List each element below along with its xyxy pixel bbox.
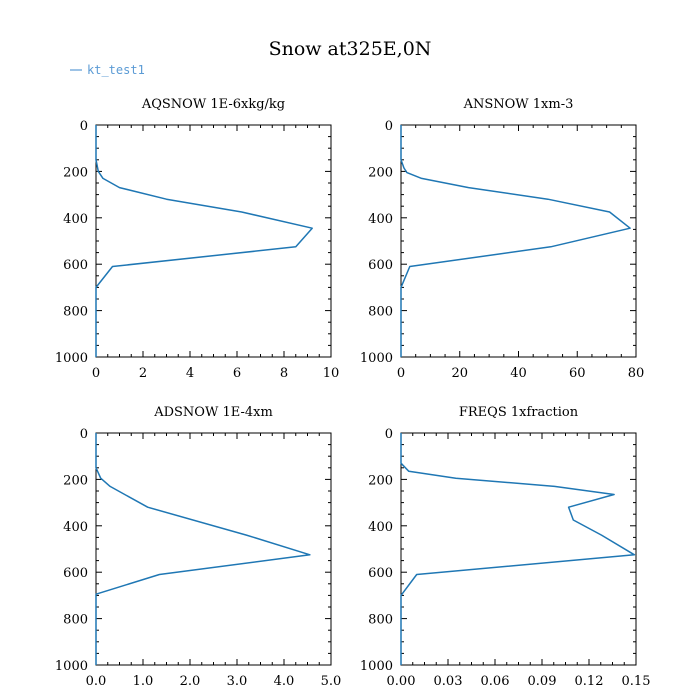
adsnow-xtick-label: 0.0 xyxy=(86,674,107,689)
ansnow-series-line-0 xyxy=(400,125,631,357)
legend: kt_test1 xyxy=(70,63,145,77)
freqs-ytick-label: 200 xyxy=(368,473,393,488)
freqs-ytick-label: 800 xyxy=(368,613,393,628)
adsnow-ytick-label: 0 xyxy=(80,427,88,442)
aqsnow-ytick-label: 200 xyxy=(63,165,88,180)
aqsnow-title: AQSNOW 1E-6xkg/kg xyxy=(141,97,285,112)
freqs-xtick-label: 0.06 xyxy=(481,674,510,689)
freqs-title: FREQS 1xfraction xyxy=(459,405,579,420)
ansnow-xtick-label: 80 xyxy=(628,366,645,381)
freqs-xtick-label: 0.09 xyxy=(528,674,557,689)
aqsnow-ytick-label: 0 xyxy=(80,119,88,134)
adsnow-axes-frame xyxy=(95,432,332,666)
freqs-series-line-0 xyxy=(400,433,636,665)
adsnow-xtick-label: 3.0 xyxy=(227,674,248,689)
freqs-ytick-label: 0 xyxy=(385,427,393,442)
adsnow-xtick-label: 2.0 xyxy=(180,674,201,689)
adsnow-series-line-0 xyxy=(95,433,311,665)
ansnow-xtick-label: 40 xyxy=(510,366,527,381)
freqs-xtick-label: 0.15 xyxy=(622,674,651,689)
freqs-xtick-label: 0.03 xyxy=(434,674,463,689)
adsnow-ytick-label: 1000 xyxy=(55,659,88,674)
adsnow-ytick-label: 800 xyxy=(63,613,88,628)
aqsnow-ytick-label: 400 xyxy=(63,212,88,227)
ansnow-ytick-label: 800 xyxy=(368,305,393,320)
freqs-axes-frame xyxy=(400,432,637,666)
aqsnow-xtick-label: 10 xyxy=(323,366,340,381)
freqs-ytick-label: 400 xyxy=(368,520,393,535)
adsnow-title: ADSNOW 1E-4xm xyxy=(153,405,273,420)
ansnow-xtick-label: 60 xyxy=(569,366,586,381)
panel-adsnow: ADSNOW 1E-4xm 0.0 1.0 2.0 3.0 4.0 5.0 0 200 400 60… xyxy=(55,405,341,689)
freqs-xtick-label: 0.12 xyxy=(575,674,604,689)
aqsnow-xtick-label: 2 xyxy=(139,366,147,381)
adsnow-xtick-label: 1.0 xyxy=(133,674,154,689)
ansnow-ytick-label: 1000 xyxy=(360,351,393,366)
legend-label: kt_test1 xyxy=(87,63,145,77)
aqsnow-ytick-label: 800 xyxy=(63,305,88,320)
ansnow-xtick-label: 0 xyxy=(397,366,405,381)
aqsnow-xtick-label: 8 xyxy=(280,366,288,381)
ansnow-ytick-label: 0 xyxy=(385,119,393,134)
adsnow-ytick-label: 200 xyxy=(63,473,88,488)
panel-freqs: FREQS 1xfraction 0.00 0.03 0.06 0.09 0.12 0.15… xyxy=(360,405,651,689)
adsnow-ytick-label: 600 xyxy=(63,566,88,581)
freqs-xtick-label: 0.00 xyxy=(387,674,416,689)
aqsnow-ytick-label: 600 xyxy=(63,258,88,273)
aqsnow-axes-frame xyxy=(95,124,332,358)
ansnow-ytick-label: 600 xyxy=(368,258,393,273)
aqsnow-series-line-0 xyxy=(95,125,313,357)
aqsnow-ytick-label: 1000 xyxy=(55,351,88,366)
ansnow-xtick-label: 20 xyxy=(451,366,468,381)
ansnow-ytick-label: 200 xyxy=(368,165,393,180)
aqsnow-xtick-label: 0 xyxy=(92,366,100,381)
freqs-ytick-label: 600 xyxy=(368,566,393,581)
ansnow-ytick-label: 400 xyxy=(368,212,393,227)
adsnow-xtick-label: 4.0 xyxy=(274,674,295,689)
figure-title: Snow at325E,0N xyxy=(269,38,432,60)
adsnow-ytick-label: 400 xyxy=(63,520,88,535)
adsnow-xtick-label: 5.0 xyxy=(321,674,342,689)
aqsnow-xtick-label: 6 xyxy=(233,366,241,381)
ansnow-axes-frame xyxy=(400,124,637,358)
panel-aqsnow: AQSNOW 1E-6xkg/kg 0 2 4 6 8 10 0 200 400 600 800 100… xyxy=(55,97,339,381)
freqs-ytick-label: 1000 xyxy=(360,659,393,674)
ansnow-title: ANSNOW 1xm-3 xyxy=(463,97,574,112)
aqsnow-xtick-label: 4 xyxy=(186,366,194,381)
